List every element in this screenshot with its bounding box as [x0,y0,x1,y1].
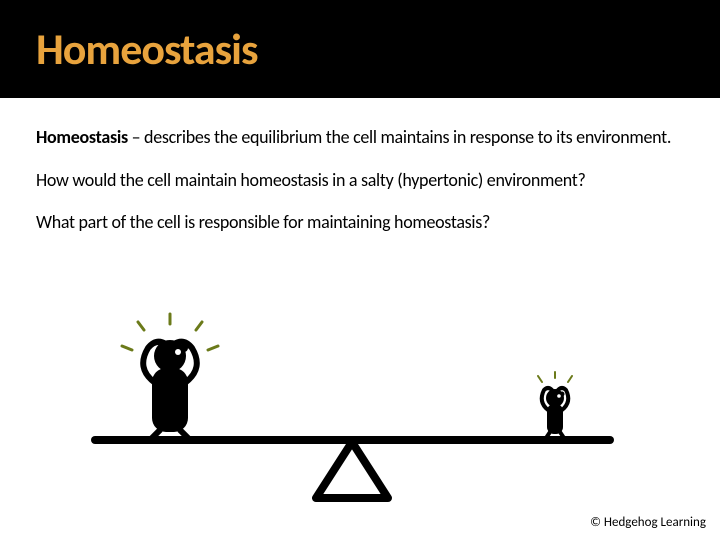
page-title: Homeostasis [36,22,258,76]
definition-text: – describes the equilibrium the cell mai… [128,126,671,148]
small-figure-sparkles [538,372,572,382]
question-1: How would the cell maintain homeostasis … [36,169,684,192]
title-bar: Homeostasis [0,0,720,98]
seesaw-svg [0,290,720,510]
copyright-text: © Hedgehog Learning [590,515,706,530]
term-homeostasis: Homeostasis [36,126,128,148]
small-figure [538,372,572,438]
seesaw-diagram [0,290,720,500]
content-area: Homeostasis – describes the equilibrium … [0,98,720,234]
seesaw-fulcrum [316,442,388,498]
big-figure [122,314,218,438]
question-2: What part of the cell is responsible for… [36,211,684,234]
definition-paragraph: Homeostasis – describes the equilibrium … [36,126,684,149]
